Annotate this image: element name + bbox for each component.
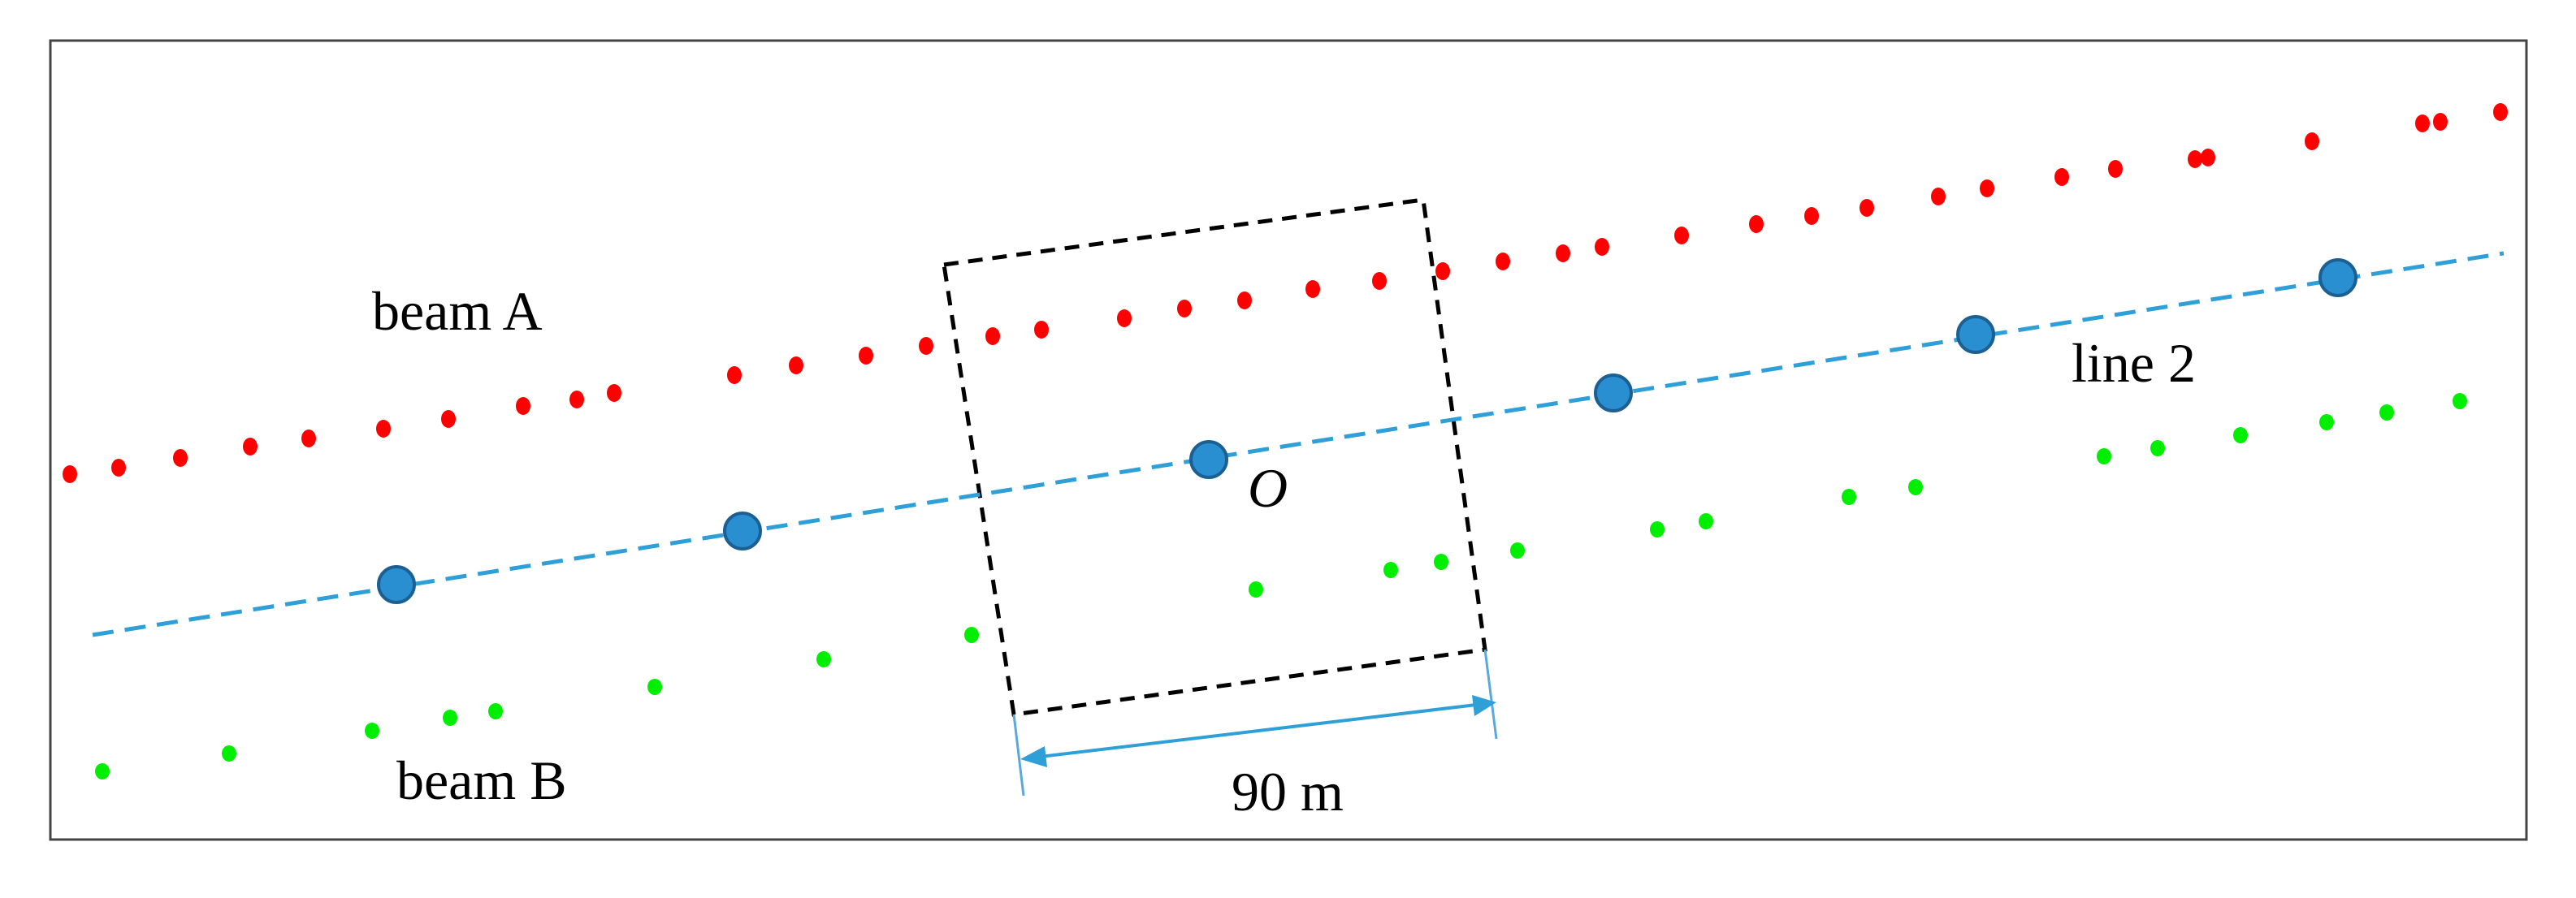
beam-b-point — [1842, 489, 1856, 505]
beam-b-point — [443, 710, 457, 726]
beam-a-point — [516, 397, 530, 415]
beam-a-point — [301, 430, 316, 447]
beam-a-point — [1595, 238, 1609, 256]
beam-a-point — [2054, 168, 2069, 186]
line-2-node — [1956, 315, 1995, 354]
beam-a-point — [1674, 227, 1689, 244]
beam-a-point — [919, 337, 933, 355]
beam-a-point — [243, 438, 258, 455]
beam-a-point — [1117, 309, 1132, 327]
beam-b-point — [1650, 521, 1665, 538]
beam-b-point — [95, 763, 110, 779]
beam-a-point — [1804, 207, 1819, 225]
beam-a-point — [1496, 253, 1510, 270]
beam-a-point — [1859, 199, 1874, 217]
beam-a-point — [607, 384, 621, 402]
beam-b-point — [365, 723, 379, 739]
dimension-arrowhead-left — [1020, 746, 1047, 767]
dimension-extension-right — [1483, 649, 1498, 740]
beam-b-point — [816, 651, 831, 667]
beam-a-point — [2433, 113, 2448, 131]
beam-b-point — [1434, 554, 1448, 570]
line-2-nodes — [377, 258, 2357, 604]
beam-a-point — [789, 356, 803, 374]
beam-b-point — [964, 627, 979, 643]
beam-a-point — [2108, 160, 2123, 178]
beam-b-point — [1249, 581, 1263, 598]
beam-a-point — [111, 459, 126, 477]
beam-b-point — [2319, 414, 2334, 430]
beam-b-point — [2097, 448, 2111, 464]
beam-b-point — [647, 679, 662, 695]
scale-label: 90 m — [1232, 761, 1344, 822]
beam-a-point — [727, 366, 742, 384]
line-2-node — [377, 565, 416, 604]
beam-a-point — [1177, 300, 1192, 317]
beam-a-point — [441, 410, 456, 428]
beam-a-point — [1556, 244, 1570, 262]
beam-a-point — [1749, 215, 1764, 233]
beam-a-point — [1372, 272, 1387, 290]
beam-a-point — [2188, 150, 2202, 168]
beam-a-points — [63, 103, 2508, 483]
beam-b-point — [488, 703, 503, 719]
beam-b-point — [2150, 440, 2165, 456]
beam-a-point — [1435, 262, 1450, 280]
beam-a-point — [2493, 103, 2508, 121]
beam-a-point — [63, 465, 77, 483]
beam-a-point — [1980, 179, 1994, 197]
dimension-arrowhead-right — [1472, 695, 1496, 716]
beam-a-point — [1305, 280, 1320, 298]
beam-a-point — [569, 391, 584, 408]
beam-b-point — [1908, 479, 1923, 495]
beam-a-point — [376, 420, 391, 438]
beam-a-point — [2201, 149, 2215, 166]
beam-b-point — [2233, 427, 2248, 443]
beam-b-points — [95, 393, 2467, 779]
beam-a-point — [173, 449, 188, 467]
beam-b-point — [1383, 562, 1398, 578]
line-2-node — [1594, 373, 1633, 412]
beam-a-point — [1931, 188, 1946, 205]
beam-b-point — [1510, 542, 1525, 559]
line-2-node — [723, 512, 762, 550]
beam-b-point — [2453, 393, 2467, 409]
line-2-node — [2318, 258, 2357, 297]
beam-b-label: beam B — [396, 749, 567, 811]
dimension-arrow-line — [1026, 702, 1491, 760]
beam-b-point — [2379, 404, 2394, 421]
beam-a-point — [859, 347, 873, 365]
beam-a-point — [985, 327, 1000, 345]
origin-label: O — [1248, 457, 1288, 519]
dimension-extension-left — [1012, 714, 1025, 797]
figure-frame — [49, 39, 2528, 841]
line-2-path — [92, 251, 2505, 637]
beam-a-point — [2305, 132, 2319, 150]
line-2-node-origin — [1189, 440, 1228, 479]
beam-a-label: beam A — [372, 280, 543, 342]
beam-a-point — [1034, 321, 1049, 339]
beam-b-point — [222, 745, 236, 762]
line-2-label: line 2 — [2072, 332, 2196, 394]
beam-b-point — [1699, 513, 1713, 529]
beam-a-point — [1237, 291, 1252, 309]
beam-a-point — [2415, 114, 2430, 132]
